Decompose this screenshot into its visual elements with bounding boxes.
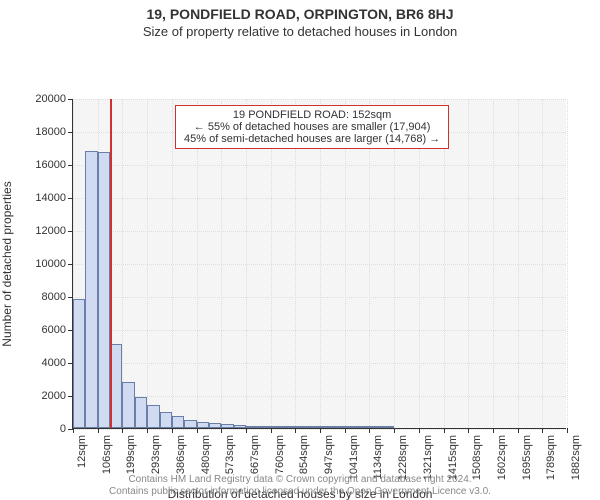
x-tick-label: 293sqm (150, 435, 162, 474)
x-tick-mark (271, 428, 272, 433)
x-tick-mark (147, 428, 148, 433)
histogram-bar (122, 382, 134, 428)
histogram-bar (345, 426, 357, 428)
x-tick-mark (444, 428, 445, 433)
x-tick-mark (419, 428, 420, 433)
histogram-bar (382, 426, 394, 428)
info-box: 19 PONDFIELD ROAD: 152sqm← 55% of detach… (175, 105, 449, 149)
x-tick-mark (246, 428, 247, 433)
histogram-bar (271, 426, 283, 428)
histogram-bar (295, 426, 307, 428)
x-tick-mark (369, 428, 370, 433)
histogram-bar (332, 426, 344, 428)
histogram-bar (98, 152, 110, 428)
x-tick-mark (122, 428, 123, 433)
gridline-vertical (542, 99, 543, 428)
x-tick-label: 12sqm (76, 435, 88, 468)
gridline-vertical (122, 99, 123, 428)
x-tick-mark (518, 428, 519, 433)
x-tick-label: 854sqm (298, 435, 310, 474)
x-tick-mark (295, 428, 296, 433)
gridline-vertical (493, 99, 494, 428)
y-tick-label: 2000 (0, 390, 66, 402)
x-tick-mark (73, 428, 74, 433)
x-tick-mark (567, 428, 568, 433)
histogram-bar (283, 426, 295, 428)
x-tick-label: 947sqm (323, 435, 335, 474)
chart-subtitle: Size of property relative to detached ho… (0, 24, 600, 39)
histogram-bar (308, 426, 320, 428)
info-box-line: 45% of semi-detached houses are larger (… (184, 133, 440, 145)
x-tick-label: 106sqm (101, 435, 113, 474)
x-tick-mark (98, 428, 99, 433)
y-tick-label: 20000 (0, 93, 66, 105)
footer-line: Contains HM Land Registry data © Crown c… (0, 474, 600, 486)
property-marker-line (110, 99, 112, 428)
info-box-line: 19 PONDFIELD ROAD: 152sqm (184, 109, 440, 121)
histogram-bar (209, 423, 221, 428)
footer-attribution: Contains HM Land Registry data © Crown c… (0, 474, 600, 498)
y-tick-label: 10000 (0, 258, 66, 270)
y-tick-label: 12000 (0, 225, 66, 237)
x-tick-label: 480sqm (200, 435, 212, 474)
histogram-bar (85, 151, 97, 428)
gridline-vertical (147, 99, 148, 428)
histogram-bar (147, 405, 159, 428)
x-tick-mark (221, 428, 222, 433)
x-tick-label: 573sqm (224, 435, 236, 474)
histogram-bar (357, 426, 369, 428)
x-tick-mark (394, 428, 395, 433)
y-tick-label: 8000 (0, 291, 66, 303)
histogram-bar (369, 426, 381, 428)
x-tick-mark (197, 428, 198, 433)
x-tick-mark (468, 428, 469, 433)
histogram-bar (246, 426, 258, 428)
x-tick-label: 667sqm (249, 435, 261, 474)
histogram-bar (135, 397, 147, 428)
gridline-vertical (172, 99, 173, 428)
histogram-bar (73, 299, 85, 428)
histogram-bar (258, 426, 270, 428)
y-tick-label: 4000 (0, 357, 66, 369)
x-tick-label: 760sqm (274, 435, 286, 474)
info-box-line: ← 55% of detached houses are smaller (17… (184, 121, 440, 133)
y-tick-label: 0 (0, 423, 66, 435)
x-tick-label: 386sqm (175, 435, 187, 474)
gridline-vertical (567, 99, 568, 428)
chart-title: 19, PONDFIELD ROAD, ORPINGTON, BR6 8HJ (0, 6, 600, 22)
y-tick-label: 14000 (0, 192, 66, 204)
histogram-bar (320, 426, 332, 428)
histogram-bar (184, 420, 196, 428)
y-tick-label: 16000 (0, 159, 66, 171)
x-tick-mark (320, 428, 321, 433)
x-tick-label: 199sqm (125, 435, 137, 474)
x-tick-mark (172, 428, 173, 433)
x-tick-mark (542, 428, 543, 433)
histogram-bar (197, 422, 209, 428)
footer-line: Contains public sector information licen… (0, 486, 600, 498)
x-tick-mark (493, 428, 494, 433)
histogram-bar (160, 412, 172, 429)
histogram-bar (172, 416, 184, 428)
x-tick-label: 1134sqm (372, 435, 384, 479)
gridline-vertical (468, 99, 469, 428)
histogram-bar (221, 424, 233, 428)
y-tick-label: 18000 (0, 126, 66, 138)
x-tick-mark (345, 428, 346, 433)
y-tick-label: 6000 (0, 324, 66, 336)
histogram-bar (234, 425, 246, 428)
gridline-vertical (518, 99, 519, 428)
